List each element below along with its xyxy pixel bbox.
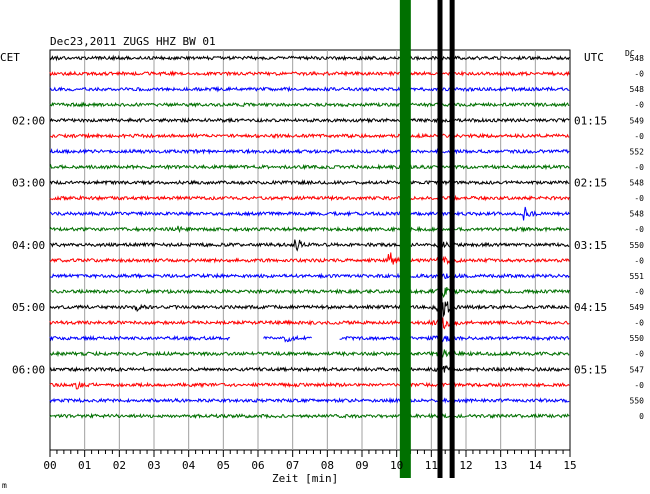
- dc-offset-label: -0: [634, 350, 644, 359]
- dc-offset-label: -0: [634, 70, 644, 79]
- trace-layer: [49, 54, 570, 420]
- right-time-label: 05:15: [574, 363, 607, 376]
- left-time-label: 04:00: [12, 239, 45, 252]
- grid-layer: [49, 49, 571, 457]
- dc-offset-label: -0: [634, 194, 644, 203]
- footer-mark: m: [2, 481, 7, 490]
- seismic-trace: [49, 54, 570, 62]
- dc-offset-label: 548: [630, 179, 645, 188]
- seismic-trace: [49, 271, 570, 280]
- marker-bar-layer: [399, 0, 455, 478]
- dc-offset-label: -0: [634, 256, 644, 265]
- dc-offset-label: -0: [634, 287, 644, 296]
- right-time-label: 04:15: [574, 301, 607, 314]
- right-time-label: 03:15: [574, 239, 607, 252]
- x-tick-label: 05: [217, 459, 230, 472]
- x-tick-label: 00: [43, 459, 56, 472]
- x-tick-label: 03: [147, 459, 160, 472]
- seismic-trace: [49, 301, 570, 318]
- label-layer: Dec23,2011 ZUGS HHZ BW 01 CET UTC DC Zei…: [0, 35, 644, 490]
- dc-offset-label: -0: [634, 101, 644, 110]
- x-tick-label: 06: [251, 459, 264, 472]
- seismic-trace: [49, 380, 570, 390]
- dc-offset-label: 548: [630, 85, 645, 94]
- green-marker-bar: [399, 0, 411, 478]
- dc-offset-label: -0: [634, 132, 644, 141]
- x-tick-label: 01: [78, 459, 91, 472]
- dc-offset-label: 0: [639, 412, 644, 421]
- left-time-label: 05:00: [12, 301, 45, 314]
- dc-offset-label: -0: [634, 319, 644, 328]
- right-time-label: 02:15: [574, 177, 607, 190]
- dc-offset-label: 549: [630, 116, 645, 125]
- x-tick-label: 11: [425, 459, 438, 472]
- left-time-label: 02:00: [12, 114, 45, 127]
- seismic-trace: [49, 334, 570, 343]
- dc-offset-label: 552: [630, 147, 645, 156]
- x-axis-label: Zeit [min]: [272, 472, 338, 485]
- dc-offset-label: -0: [634, 381, 644, 390]
- dc-offset-label: 547: [630, 365, 645, 374]
- seismic-trace: [49, 179, 570, 186]
- seismic-trace: [49, 364, 570, 373]
- seismic-trace: [49, 85, 570, 93]
- plot-frame: [49, 49, 571, 451]
- seismic-trace: [49, 70, 570, 77]
- seismic-trace: [49, 349, 570, 358]
- right-timezone-label: UTC: [584, 51, 604, 64]
- dc-offset-label: 549: [630, 303, 645, 312]
- x-tick-label: 15: [563, 459, 576, 472]
- seismic-trace: [49, 252, 570, 266]
- seismic-trace: [49, 396, 570, 404]
- seismic-trace: [49, 286, 570, 298]
- x-tick-label: 14: [529, 459, 543, 472]
- right-time-label: 01:15: [574, 114, 607, 127]
- left-time-label: 06:00: [12, 363, 45, 376]
- dc-offset-label: 550: [630, 334, 645, 343]
- dc-offset-label: 548: [630, 54, 645, 63]
- seismic-trace: [50, 206, 570, 221]
- seismic-trace: [49, 101, 570, 108]
- x-tick-label: 12: [459, 459, 472, 472]
- dc-offset-label: 550: [630, 396, 645, 405]
- x-tick-label: 02: [113, 459, 126, 472]
- seismic-trace: [49, 225, 570, 234]
- chart-title: Dec23,2011 ZUGS HHZ BW 01: [50, 35, 216, 48]
- x-tick-label: 07: [286, 459, 299, 472]
- seismic-trace: [49, 317, 570, 330]
- dc-offset-label: 550: [630, 241, 645, 250]
- seismic-trace: [49, 412, 570, 420]
- dc-header-label: DC: [625, 49, 635, 58]
- dc-offset-label: -0: [634, 163, 644, 172]
- black-marker-bar: [449, 0, 455, 478]
- seismic-trace: [49, 163, 570, 171]
- x-tick-label: 09: [355, 459, 368, 472]
- seismic-trace: [49, 194, 570, 202]
- left-timezone-label: CET: [0, 51, 20, 64]
- dc-offset-label: 548: [630, 210, 645, 219]
- dc-offset-label: -0: [634, 225, 644, 234]
- dc-offset-label: 551: [630, 272, 645, 281]
- x-tick-label: 13: [494, 459, 507, 472]
- left-time-label: 03:00: [12, 177, 45, 190]
- x-tick-label: 04: [182, 459, 196, 472]
- seismic-trace: [49, 148, 570, 155]
- x-tick-label: 10: [390, 459, 403, 472]
- seismic-trace: [49, 132, 570, 140]
- black-marker-bar: [437, 0, 443, 478]
- x-tick-label: 08: [321, 459, 334, 472]
- seismic-trace: [49, 117, 570, 124]
- seismic-trace: [49, 239, 570, 252]
